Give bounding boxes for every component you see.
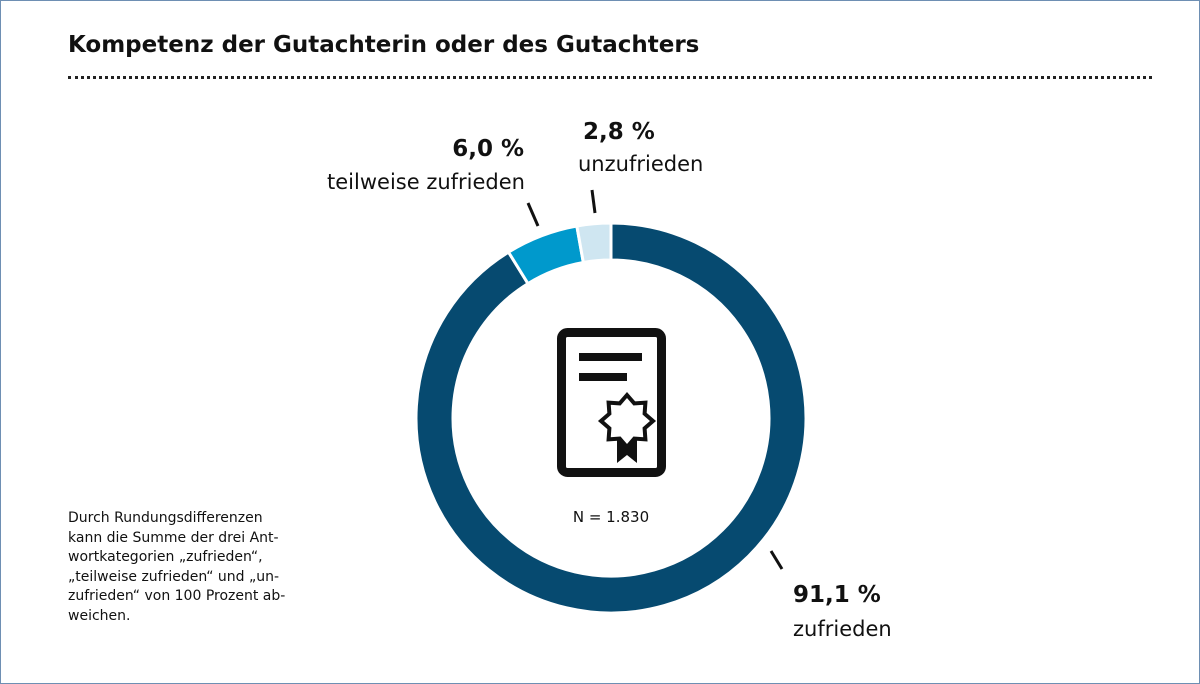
sample-size-label: N = 1.830 <box>573 508 649 526</box>
value-label-zufrieden: 91,1 % <box>793 582 881 608</box>
category-label-unzufrieden: unzufrieden <box>578 152 703 176</box>
leader-line-zufrieden <box>769 550 784 570</box>
category-label-teilweise: teilweise zufrieden <box>327 170 525 194</box>
value-label-teilweise: 6,0 % <box>452 136 524 162</box>
chart-title: Kompetenz der Gutachterin oder des Gutac… <box>68 32 700 58</box>
donut-slice-zufrieden <box>414 221 808 615</box>
leader-line-unzufrieden <box>590 189 597 214</box>
leader-line-teilweise <box>526 202 540 227</box>
donut-slices <box>414 221 808 615</box>
certificate-icon <box>557 328 666 477</box>
rounding-note: Durch Rundungsdifferenzen kann die Summe… <box>68 510 286 624</box>
category-label-zufrieden: zufrieden <box>793 617 892 641</box>
donut-slice-unzufrieden <box>575 221 613 265</box>
title-divider <box>68 76 1152 79</box>
value-label-unzufrieden: 2,8 % <box>583 119 655 145</box>
